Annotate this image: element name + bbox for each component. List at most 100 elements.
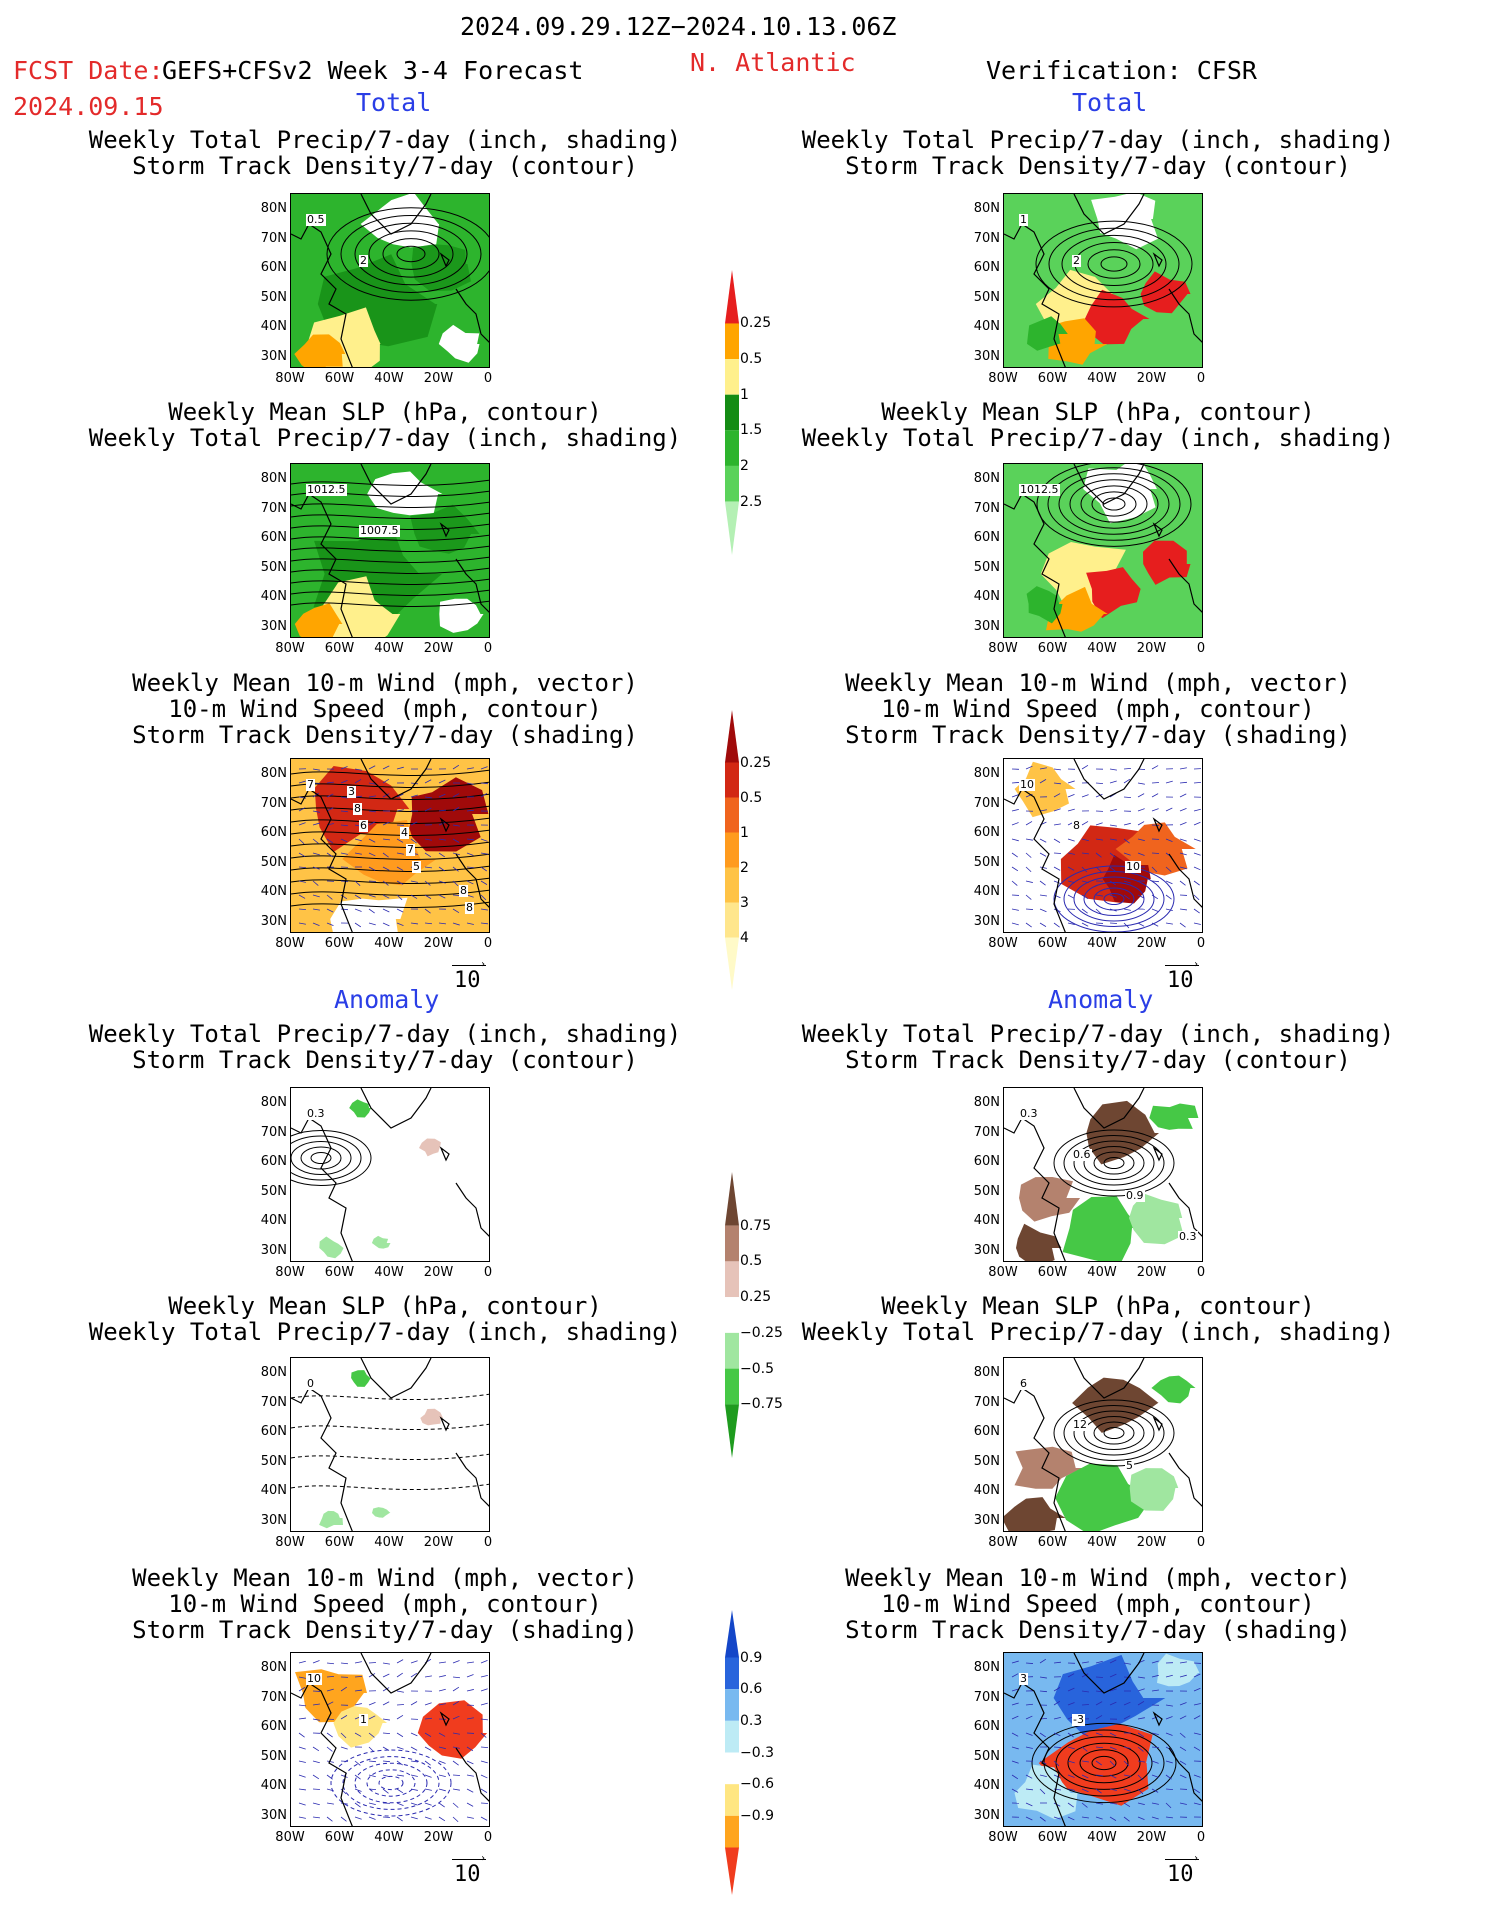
vector-reference-label: 10 [1167,968,1194,993]
lat-tick-label: 60N [973,1154,1000,1169]
wind-vector [452,1700,460,1706]
wind-vector [452,1788,460,1791]
wind-vector [410,894,418,899]
wind-vector [1151,1674,1159,1678]
wind-vector [368,821,376,826]
contour-line [291,589,489,596]
wind-vector [298,822,306,826]
lat-tick-label: 50N [973,1748,1000,1764]
contour-line [291,1141,352,1175]
shading-region [439,598,484,633]
wind-vector [396,1788,404,1794]
contour-label: 5 [1125,1459,1134,1472]
wind-vector [298,908,307,911]
map-plot [291,194,489,367]
wind-vector [1025,1703,1034,1706]
shading-region [1083,464,1157,524]
panel-title-line: Weekly Mean SLP (hPa, contour) [881,1292,1315,1320]
wind-vector [1067,1774,1075,1778]
wind-vector [1137,1717,1145,1720]
wind-vector [298,1732,305,1738]
wind-vector [326,1675,335,1678]
wind-vector [340,1746,348,1750]
colorbar-segment [725,1815,739,1848]
wind-vector [452,793,460,798]
panel-title-line: Weekly Mean SLP (hPa, contour) [168,398,602,426]
lon-tick-label: 0 [483,936,493,951]
lat-tick-label: 50N [260,559,287,575]
colorbar-label: 0.25 [740,754,772,771]
wind-vector [1109,838,1117,841]
contour-label: 8 [1072,819,1081,832]
wind-vector [396,866,404,871]
wind-vector [466,866,475,868]
wind-vector [1011,1715,1019,1720]
wind-vector [1123,852,1131,856]
wind-vector [368,922,376,926]
contour-line [291,817,489,824]
wind-vector [1137,1802,1145,1806]
arrow-head-icon: › [480,959,487,970]
contour-line [291,1135,362,1181]
vector-reference-arrow [1165,1859,1199,1860]
wind-vector [466,894,474,898]
panel-background [291,1358,489,1531]
wind-vector [438,1746,446,1750]
contour-line [291,545,489,552]
wind-vector [1095,1701,1103,1706]
contour-line [291,841,489,848]
wind-vector [1011,908,1019,911]
colorbar-segment [725,1784,739,1816]
contour-line [291,578,489,585]
panel-title-line: Weekly Total Precip/7-day (inch, shading… [801,1020,1395,1048]
wind-vector [340,1732,347,1739]
wind-vector [396,766,404,770]
section-anomaly-right: Anomaly [1048,985,1154,1014]
colorbar-segment [725,1297,739,1333]
coastline [291,1653,489,1826]
wind-vector [424,1732,432,1737]
wind-vector [382,894,390,899]
wind-vector [1067,793,1075,798]
wind-vector [438,1675,446,1678]
wind-vector [354,880,361,887]
wind-vector [1081,922,1089,927]
wind-vector [410,1760,418,1763]
contour-line [378,1775,404,1791]
lat-tick-label: 30N [973,1242,1000,1258]
colorbar-label: −0.6 [740,1776,774,1793]
wind-vector [312,852,320,856]
wind-vector [382,852,389,858]
lon-tick-label: 60W [1037,936,1068,951]
wind-vector [1067,852,1075,855]
map-panel: 0 [290,1357,490,1532]
contour-label: 12 [1072,1418,1088,1431]
shading-region [330,897,408,932]
lon-tick-label: 20W [423,936,454,951]
map-plot [291,1653,489,1826]
wind-vector [382,1732,391,1735]
contour-label: 3 [1019,1672,1028,1685]
wind-vector [1109,1659,1117,1664]
lon-tick-label: 80W [275,1265,305,1280]
colorbar-segment [725,832,739,868]
lon-tick-label: 0 [1196,1830,1206,1845]
contour-line [291,829,489,836]
wind-vector [1081,1802,1088,1808]
wind-vector [1039,922,1047,927]
wind-vector [1095,1746,1104,1749]
lat-tick-label: 40N [973,1778,1000,1793]
wind-vector [1025,1788,1033,1791]
wind-vector [1123,1788,1131,1792]
lat-tick-label: 70N [260,1689,287,1705]
contour-line [1069,479,1159,529]
wind-vector [382,793,390,798]
wind-vector [1123,1746,1131,1749]
wind-vector [1123,1715,1131,1720]
wind-vector [1039,1760,1047,1765]
lat-tick-label: 60N [973,1424,1000,1439]
lon-tick-label: 20W [423,371,454,386]
wind-vector [1109,908,1117,912]
shading-region [417,1700,488,1759]
